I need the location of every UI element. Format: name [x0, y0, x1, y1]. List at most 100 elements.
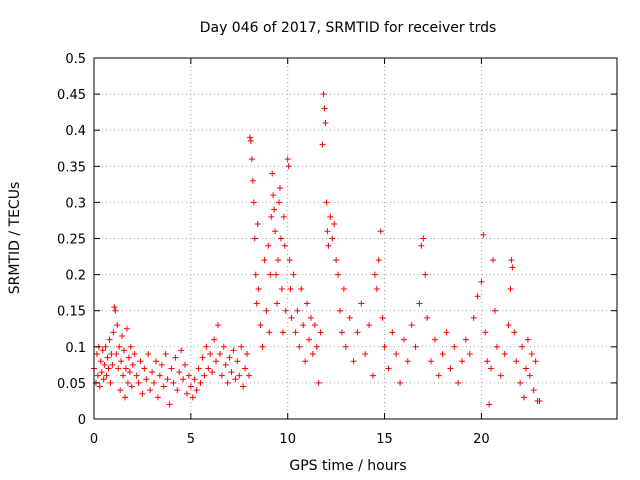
data-point [470, 314, 477, 321]
data-point [311, 322, 318, 329]
data-point [431, 336, 438, 343]
data-point [288, 314, 295, 321]
data-point [281, 242, 288, 249]
data-point [321, 105, 328, 112]
data-point [135, 379, 142, 386]
data-point [164, 376, 171, 383]
data-point [521, 394, 528, 401]
data-point [187, 383, 194, 390]
data-point [252, 271, 259, 278]
data-point [118, 358, 125, 365]
data-point [226, 354, 233, 361]
data-point [333, 257, 340, 264]
data-point [292, 329, 299, 336]
data-point [439, 351, 446, 358]
data-point [428, 358, 435, 365]
data-point [501, 351, 508, 358]
data-point [145, 351, 152, 358]
data-point [296, 343, 303, 350]
data-point [104, 354, 111, 361]
data-point [139, 390, 146, 397]
data-point [174, 387, 181, 394]
data-point [117, 387, 124, 394]
data-point [354, 329, 361, 336]
data-point [129, 361, 136, 368]
data-point [149, 369, 156, 376]
data-point [279, 329, 286, 336]
data-point [377, 228, 384, 235]
data-point [255, 286, 262, 293]
data-point [269, 170, 276, 177]
data-point [530, 387, 537, 394]
data-point [193, 387, 200, 394]
data-point [327, 213, 334, 220]
data-point [278, 286, 285, 293]
data-point [491, 307, 498, 314]
data-point [490, 257, 497, 264]
data-point [112, 307, 119, 314]
data-point [110, 329, 117, 336]
data-point [172, 354, 179, 361]
data-point [205, 365, 212, 372]
data-point [323, 199, 330, 206]
data-point [400, 336, 407, 343]
data-point [246, 134, 253, 141]
data-point [519, 343, 526, 350]
data-point [397, 379, 404, 386]
y-tick-label: 0.1 [65, 341, 86, 356]
data-point [154, 394, 161, 401]
data-point [408, 322, 415, 329]
data-point [274, 300, 281, 307]
data-point [250, 199, 257, 206]
data-point [180, 376, 187, 383]
data-point [346, 314, 353, 321]
data-point [272, 228, 279, 235]
data-point [249, 177, 256, 184]
data-point [133, 372, 140, 379]
data-point [211, 336, 218, 343]
data-point [404, 358, 411, 365]
data-point [122, 365, 129, 372]
y-axis-label: SRMTID / TECUs [7, 182, 23, 295]
grid [94, 58, 617, 419]
data-point [300, 322, 307, 329]
data-point [517, 379, 524, 386]
data-point [197, 379, 204, 386]
axis-ticks: 0 0.05 0.1 0.15 0.2 0.25 0.3 0.35 0.4 0.45 0.5 0 5 10… [57, 52, 617, 447]
data-point [232, 376, 239, 383]
data-point [209, 369, 216, 376]
data-point [420, 235, 427, 242]
data-point [189, 394, 196, 401]
data-point [371, 271, 378, 278]
data-point [195, 365, 202, 372]
data-point [137, 358, 144, 365]
data-point [99, 347, 106, 354]
data-point [119, 332, 126, 339]
data-point [536, 397, 543, 404]
data-point [191, 376, 198, 383]
data-point [126, 369, 133, 376]
data-point [234, 358, 241, 365]
data-point [238, 343, 245, 350]
data-point [366, 322, 373, 329]
data-point [147, 387, 154, 394]
data-point [480, 231, 487, 238]
data-point [106, 336, 113, 343]
data-point [152, 358, 159, 365]
data-point [166, 401, 173, 408]
data-point [532, 358, 539, 365]
data-point [381, 343, 388, 350]
data-point [338, 329, 345, 336]
data-point [268, 213, 275, 220]
data-point [93, 351, 100, 358]
data-point [335, 271, 342, 278]
y-tick-label: 0.2 [65, 269, 86, 284]
data-point [101, 361, 108, 368]
data-point [261, 257, 268, 264]
data-point [307, 314, 314, 321]
data-point [248, 156, 255, 163]
data-point [276, 184, 283, 191]
data-point [304, 300, 311, 307]
y-tick-label: 0.45 [57, 88, 86, 103]
data-point [242, 365, 249, 372]
